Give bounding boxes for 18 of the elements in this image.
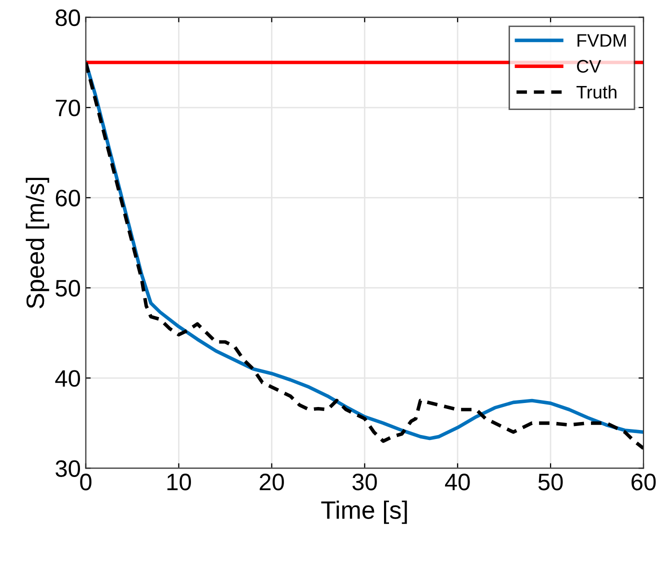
- legend-label: FVDM: [578, 34, 626, 47]
- x-tick-label: 10: [167, 474, 191, 490]
- legend-label: CV: [577, 60, 602, 73]
- y-tick-label: 40: [55, 370, 80, 387]
- y-tick-label: 30: [56, 460, 80, 477]
- legend-label: Truth: [576, 85, 616, 99]
- x-tick-label: 30: [352, 474, 377, 490]
- y-tick-label: 70: [56, 100, 80, 116]
- y-tick-label: 80: [56, 9, 80, 26]
- x-tick-label: 0: [80, 474, 92, 490]
- y-tick-label: 60: [56, 190, 80, 206]
- x-tick-label: 40: [445, 474, 470, 490]
- x-tick-label: 50: [538, 474, 563, 490]
- y-tick-label: 50: [56, 280, 80, 297]
- x-axis-title: Time [s]: [321, 500, 407, 524]
- x-tick-label: 60: [632, 474, 656, 490]
- y-axis-title: Speed [m/s]: [26, 178, 50, 308]
- x-tick-label: 20: [260, 474, 284, 490]
